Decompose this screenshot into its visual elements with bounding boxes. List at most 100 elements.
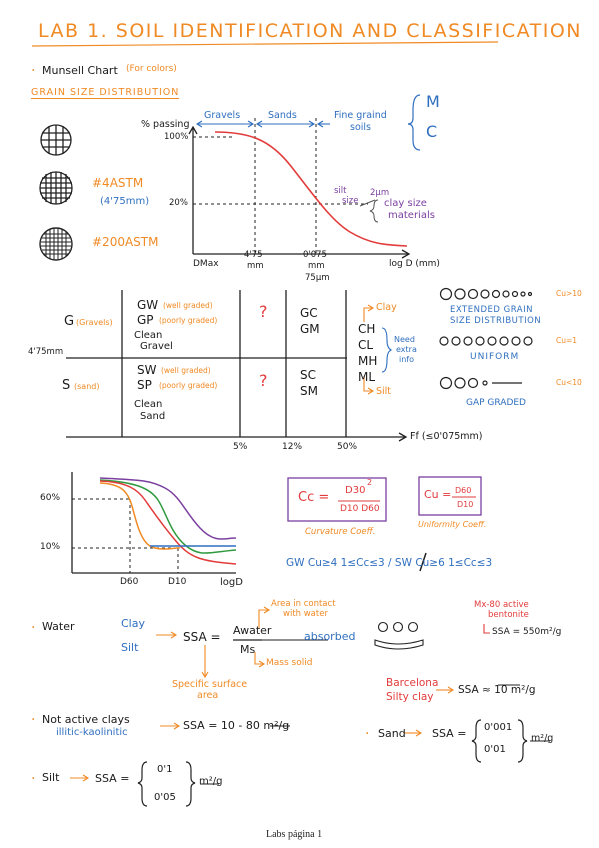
pct-50: 50% — [337, 442, 358, 452]
clean-sand-label: Clean — [134, 399, 163, 410]
water-ssa: SSA = — [183, 630, 221, 644]
need-info-bracket — [381, 327, 393, 373]
silt-size-label-2: size — [342, 196, 359, 206]
cc-lhs: Cc = — [298, 490, 330, 505]
grain-circles-uniform — [439, 336, 533, 346]
gp-note: (poorly graded) — [159, 316, 218, 325]
sieve-4astm-icon — [39, 171, 73, 205]
fine-grained-label-2: soils — [350, 122, 371, 133]
sc-label: SC — [300, 368, 316, 382]
sw-note: (well graded) — [161, 366, 211, 375]
silt-ssa: SSA = — [95, 772, 130, 785]
water-ms: Ms — [240, 643, 256, 656]
need-info-2: extra — [396, 345, 417, 354]
mass-solid: Mass solid — [266, 658, 313, 668]
page-footer: Labs página 1 — [266, 829, 323, 840]
gsd-y20: 20% — [169, 198, 188, 208]
mx80-label: Mx-80 active — [474, 600, 529, 610]
area-contact-2: with water — [283, 609, 328, 619]
sand-unit: m²/g — [531, 733, 554, 744]
s-note: (sand) — [74, 382, 100, 391]
question-mark-1: ? — [259, 302, 268, 321]
gp-label: GP — [137, 313, 154, 327]
curve-red — [99, 480, 237, 565]
curves-guides — [72, 498, 179, 573]
area-contact: Area in contact — [271, 599, 336, 609]
cu-box — [418, 476, 482, 516]
cu-lt-10: Cu<10 — [556, 378, 582, 387]
fine-grained-label: Fine graind — [334, 110, 387, 121]
ch-label: CH — [358, 322, 376, 336]
m-label: M — [426, 92, 440, 111]
water-silt: Silt — [121, 641, 139, 654]
bullet: · — [31, 63, 36, 79]
g-note: (Gravels) — [76, 318, 113, 327]
boundary-label: 4'75mm — [28, 347, 64, 357]
silt-size-label: silt — [334, 186, 347, 196]
sand-v1: 0'001 — [484, 722, 513, 733]
gravels-label: Gravels — [204, 110, 241, 121]
munsell-note: (For colors) — [126, 64, 177, 74]
cc-caption: Curvature Coeff. — [305, 527, 376, 537]
pct-5: 5% — [233, 442, 248, 452]
clay-note: Clay — [376, 302, 397, 313]
extended-label: EXTENDED GRAIN — [450, 305, 533, 315]
gsd-ylabel: % passing — [141, 119, 190, 130]
uniform-label: UNIFORM — [470, 352, 520, 362]
water-awater: Awater — [233, 624, 272, 637]
page-title: LAB 1. SOIL IDENTIFICATION AND CLASSIFIC… — [38, 20, 582, 42]
astm4-label: #4ASTM — [92, 176, 144, 190]
criteria-divider — [419, 552, 427, 572]
not-active-label: Not active clays — [42, 713, 130, 726]
uscs-arrows — [363, 304, 375, 395]
silt-v1: 0'1 — [157, 764, 173, 775]
cc-box — [287, 477, 387, 522]
title-underline — [31, 41, 499, 47]
water-label: Water — [42, 620, 75, 633]
curve-orange — [99, 482, 181, 550]
curves-xlabel: logD — [220, 577, 243, 588]
gsd-axes — [188, 125, 411, 259]
sand-ssa: SSA = — [432, 727, 467, 740]
clean-sand-label-2: Sand — [140, 411, 166, 422]
gsd-x0075-unit: mm — [308, 261, 325, 271]
need-info-3: info — [399, 355, 415, 364]
curves-d10: D10 — [168, 577, 187, 587]
gsd-dmax: DMax — [193, 259, 219, 269]
bullet-silt: · — [31, 771, 36, 787]
clean-gravel-label: Clean — [134, 330, 163, 341]
gw-note: (well graded) — [163, 301, 213, 310]
barcelona-ssa: SSA ≈ 10 m²/g — [458, 684, 536, 696]
sm-label: SM — [300, 384, 318, 398]
barcelona-label-2: Silty clay — [386, 691, 434, 703]
gsd-xlabel: log D (mm) — [389, 259, 440, 269]
sand-label: Sand — [378, 727, 406, 740]
gsd-x0075: 0'075 — [303, 250, 327, 260]
water-clay: Clay — [121, 617, 145, 630]
fines-label: Ff (≤0'075mm) — [410, 431, 483, 442]
sieve-200astm-icon — [39, 227, 73, 261]
clean-gravel-label-2: Gravel — [140, 341, 173, 352]
curves-y10: 10% — [40, 542, 61, 552]
curves-axes — [71, 472, 236, 574]
curves-y60: 60% — [40, 493, 61, 503]
gsd-guides — [193, 118, 368, 254]
gsd-y100: 100% — [164, 132, 189, 142]
cc-num: D30 — [345, 485, 366, 496]
bullet-water: · — [31, 620, 36, 636]
range-arrows — [195, 120, 330, 128]
curves-d60: D60 — [120, 577, 139, 587]
barcelona-label: Barcelona — [386, 677, 439, 689]
gw-label: GW — [137, 298, 159, 312]
specific-surface: Specific surface — [172, 679, 248, 690]
cu-gt-10: Cu>10 — [556, 289, 582, 298]
not-active-sub: illitic-kaolinitic — [56, 727, 128, 738]
cl-label: CL — [358, 338, 374, 352]
c-label: C — [426, 122, 438, 141]
question-mark-2: ? — [259, 371, 268, 390]
clay-size-label-2: materials — [388, 210, 435, 221]
gap-graded-label: GAP GRADED — [466, 398, 526, 408]
silt-v2: 0'05 — [154, 792, 176, 803]
sands-label: Sands — [268, 110, 297, 121]
